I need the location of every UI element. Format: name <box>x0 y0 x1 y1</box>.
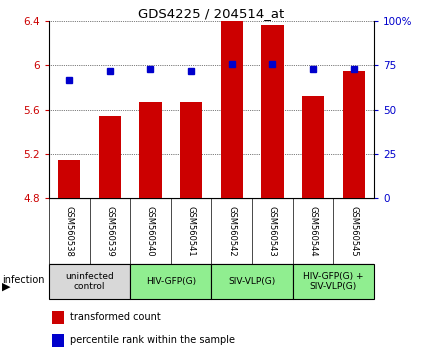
Bar <box>130 264 211 299</box>
Text: ▶: ▶ <box>2 282 11 292</box>
Text: GSM560544: GSM560544 <box>309 206 317 257</box>
Bar <box>302 97 324 198</box>
Bar <box>343 71 365 198</box>
Bar <box>52 311 63 324</box>
Text: GSM560540: GSM560540 <box>146 206 155 257</box>
Text: HIV-GFP(G) +
SIV-VLP(G): HIV-GFP(G) + SIV-VLP(G) <box>303 272 364 291</box>
Text: GSM560545: GSM560545 <box>349 206 358 257</box>
Bar <box>49 264 130 299</box>
Bar <box>139 102 162 198</box>
Bar <box>52 334 63 347</box>
Bar <box>261 24 283 198</box>
Bar <box>58 160 80 198</box>
Text: SIV-VLP(G): SIV-VLP(G) <box>229 277 276 286</box>
Bar <box>221 21 243 198</box>
Bar <box>180 102 202 198</box>
Text: infection: infection <box>2 275 45 285</box>
Bar <box>211 264 293 299</box>
Text: transformed count: transformed count <box>70 312 161 322</box>
Bar <box>99 116 121 198</box>
Text: GSM560543: GSM560543 <box>268 206 277 257</box>
Text: HIV-GFP(G): HIV-GFP(G) <box>146 277 196 286</box>
Bar <box>293 264 374 299</box>
Title: GDS4225 / 204514_at: GDS4225 / 204514_at <box>138 7 285 20</box>
Text: GSM560541: GSM560541 <box>187 206 196 257</box>
Text: uninfected
control: uninfected control <box>65 272 114 291</box>
Text: GSM560539: GSM560539 <box>105 206 114 257</box>
Text: GSM560542: GSM560542 <box>227 206 236 257</box>
Text: percentile rank within the sample: percentile rank within the sample <box>70 335 235 346</box>
Text: GSM560538: GSM560538 <box>65 206 74 257</box>
